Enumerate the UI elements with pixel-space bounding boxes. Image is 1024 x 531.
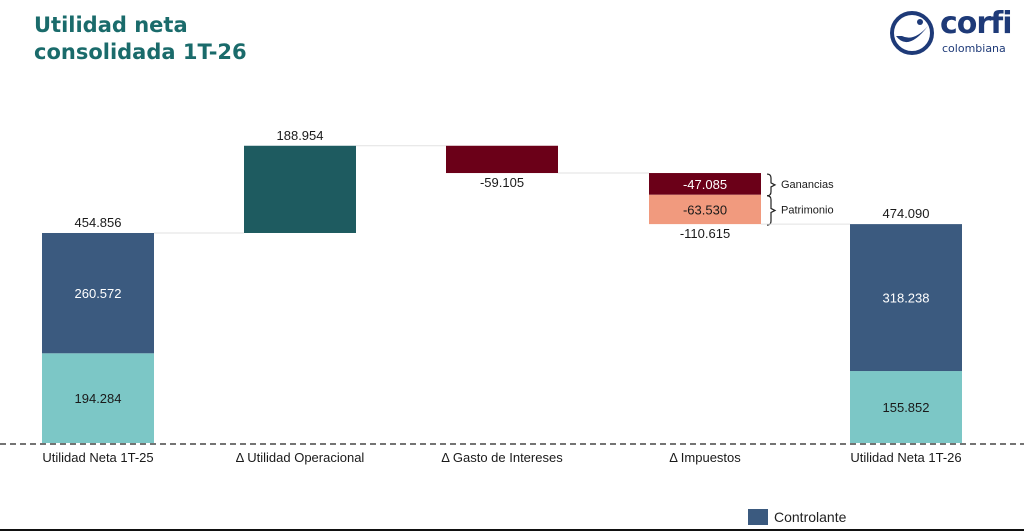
bar-3-segment-1 — [649, 194, 761, 225]
logo-word: corfi — [940, 6, 1013, 41]
corfi-logo-icon — [890, 11, 934, 55]
legend-label-controlante: Controlante — [774, 509, 847, 525]
bottom-border — [0, 529, 1024, 531]
bar-3-segment-0 — [649, 173, 761, 195]
data-label-4-segment-1: 318.238 — [883, 291, 930, 306]
title-line-1: Utilidad neta — [34, 13, 188, 37]
total-label-3: -110.615 — [680, 226, 730, 241]
category-label-0: Utilidad Neta 1T-25 — [42, 450, 153, 465]
bar-0-segment-0 — [42, 353, 154, 443]
chart-title: Utilidad neta consolidada 1T-26 — [34, 12, 247, 66]
bar-2 — [446, 145, 558, 174]
total-label-0: 454.856 — [75, 215, 122, 230]
data-label-2: -59.105 — [480, 175, 524, 190]
segment-name-3-0: Ganancias — [781, 179, 834, 191]
bar-0-segment-1 — [42, 232, 154, 354]
category-label-4: Utilidad Neta 1T-26 — [850, 450, 961, 465]
corfi-logo: corfi colombiana — [888, 8, 1018, 58]
legend-swatch-controlante — [748, 509, 768, 525]
category-label-2: Δ Gasto de Intereses — [441, 450, 563, 465]
total-label-4: 474.090 — [883, 206, 930, 221]
bar-4-segment-0 — [850, 371, 962, 443]
bracket-3-1 — [766, 195, 777, 226]
data-label-0-segment-1: 260.572 — [75, 286, 122, 301]
category-label-1: Δ Utilidad Operacional — [236, 450, 365, 465]
data-label-0-segment-0: 194.284 — [75, 391, 122, 406]
segment-name-3-1: Patrimonio — [781, 204, 834, 216]
data-label-4-segment-0: 155.852 — [883, 400, 930, 415]
bar-4-segment-1 — [850, 224, 962, 372]
bracket-3-0 — [766, 173, 777, 197]
data-label-3-segment-0: -47.085 — [683, 177, 727, 192]
legend: Controlante — [748, 508, 846, 526]
category-label-3: Δ Impuestos — [669, 450, 741, 465]
logo-subtitle: colombiana — [942, 42, 1006, 55]
data-label-3-segment-1: -63.530 — [683, 202, 727, 217]
title-line-2: consolidada 1T-26 — [34, 40, 247, 64]
bar-1 — [244, 145, 356, 233]
data-label-1: 188.954 — [277, 128, 324, 143]
